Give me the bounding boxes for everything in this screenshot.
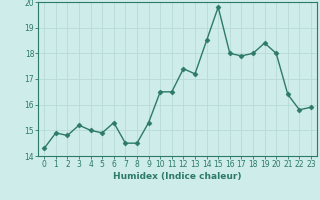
X-axis label: Humidex (Indice chaleur): Humidex (Indice chaleur) <box>113 172 242 181</box>
